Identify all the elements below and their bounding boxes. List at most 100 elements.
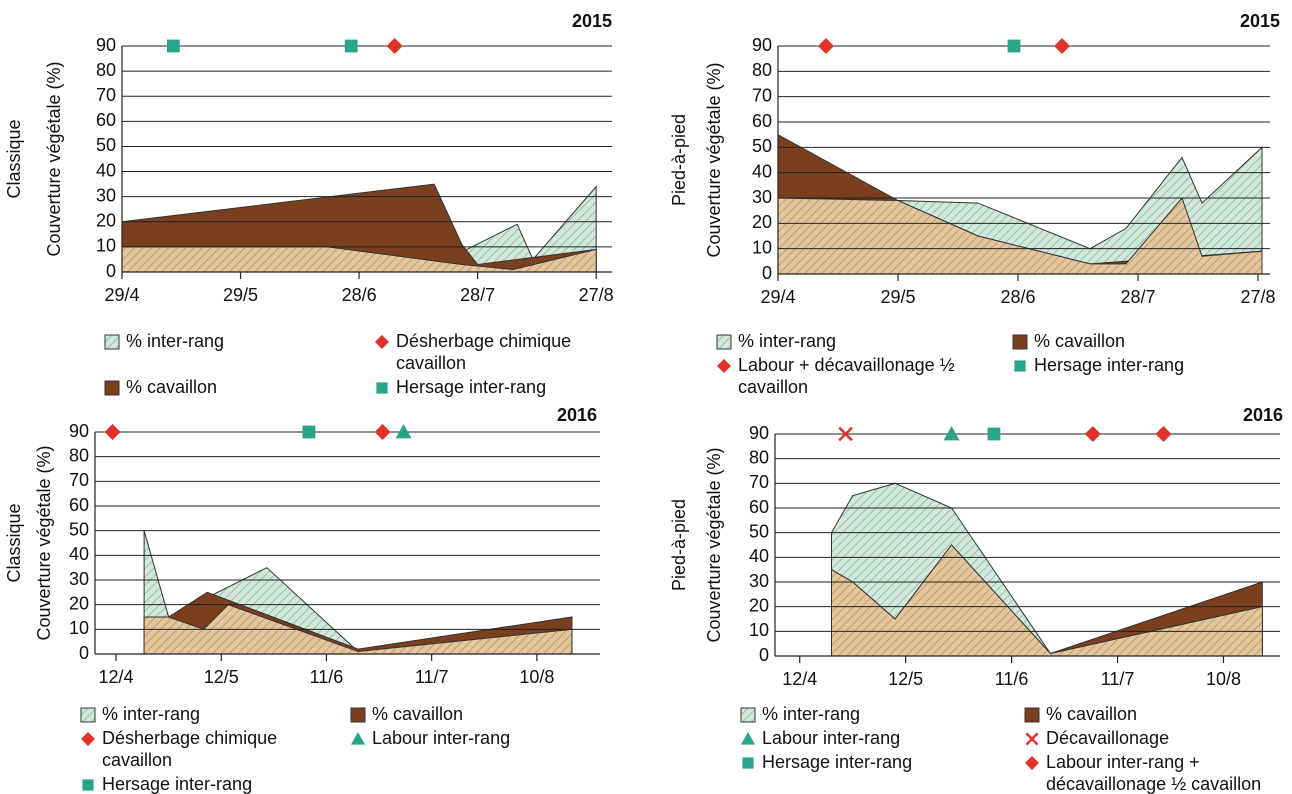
y-tick-label: 70 bbox=[96, 85, 116, 105]
legend-swatch bbox=[1012, 334, 1028, 350]
legend-item: % cavaillon bbox=[1012, 330, 1288, 352]
y-tick-label: 50 bbox=[749, 521, 769, 541]
event-marker bbox=[344, 39, 358, 53]
y-tick-label: 80 bbox=[752, 60, 772, 80]
legend-label: % cavaillon bbox=[1046, 704, 1138, 724]
legend-swatch bbox=[742, 757, 754, 769]
year-label: 2015 bbox=[572, 11, 612, 31]
y-axis-title: Couverture végétale (%) bbox=[704, 62, 724, 257]
y-tick-label: 0 bbox=[759, 645, 769, 665]
legend-swatch bbox=[1025, 756, 1039, 770]
legend-swatch bbox=[741, 732, 755, 745]
y-tick-label: 20 bbox=[96, 211, 116, 231]
x-tick-label: 27/8 bbox=[1240, 287, 1275, 307]
legend-swatch bbox=[1024, 707, 1040, 723]
year-label: 2016 bbox=[1243, 405, 1283, 425]
legend-item: % inter-rang bbox=[740, 703, 1004, 725]
y-tick-label: 80 bbox=[749, 447, 769, 467]
legend-item: % inter-rang bbox=[104, 330, 354, 374]
legend-swatch bbox=[1014, 360, 1026, 372]
legend-swatch bbox=[350, 707, 366, 723]
x-tick-label: 29/5 bbox=[223, 285, 258, 305]
marker-square bbox=[376, 382, 388, 394]
legend: % inter-rang % cavaillon Désherbage chimiq… bbox=[80, 703, 600, 794]
legend-item: % cavaillon bbox=[350, 703, 600, 725]
legend-item: % inter-rang bbox=[716, 330, 992, 352]
x-tick-label: 12/5 bbox=[204, 667, 239, 687]
event-marker bbox=[166, 39, 180, 53]
event-marker bbox=[386, 38, 403, 54]
y-tick-label: 90 bbox=[96, 35, 116, 55]
y-tick-label: 60 bbox=[749, 497, 769, 517]
marker-diamond bbox=[81, 732, 95, 746]
swatch bbox=[104, 334, 120, 350]
x-tick-label: 28/7 bbox=[460, 285, 495, 305]
y-tick-label: 30 bbox=[96, 185, 116, 205]
legend-label: Hersage inter-rang bbox=[396, 377, 547, 397]
swatch bbox=[1012, 334, 1028, 350]
area bbox=[777, 197, 1263, 275]
marker-diamond bbox=[375, 335, 389, 349]
y-tick-label: 10 bbox=[96, 236, 116, 256]
y-tick-label: 90 bbox=[69, 421, 89, 441]
swatch bbox=[104, 380, 120, 396]
y-tick-label: 0 bbox=[762, 263, 772, 283]
y-tick-label: 70 bbox=[749, 472, 769, 492]
legend-label: % inter-rang bbox=[738, 331, 837, 351]
legend-label: % inter-rang bbox=[762, 704, 861, 724]
row-label: Classique bbox=[4, 119, 24, 198]
x-tick-label: 12/4 bbox=[782, 669, 817, 689]
legend-swatch bbox=[80, 707, 96, 723]
marker-triangle bbox=[351, 732, 365, 745]
x-tick-label: 12/5 bbox=[888, 669, 923, 689]
x-tick-label: 29/4 bbox=[760, 287, 795, 307]
y-tick-label: 0 bbox=[106, 261, 116, 281]
y-tick-label: 10 bbox=[69, 618, 89, 638]
y-axis-title: Couverture végétale (%) bbox=[44, 61, 64, 256]
swatch bbox=[740, 707, 756, 723]
y-tick-label: 70 bbox=[752, 85, 772, 105]
x-tick-label: 11/6 bbox=[995, 669, 1029, 689]
x-tick-label: 11/7 bbox=[415, 667, 449, 687]
legend-label: % cavaillon bbox=[372, 704, 464, 724]
event-marker bbox=[987, 427, 1001, 441]
y-tick-label: 30 bbox=[69, 569, 89, 589]
legend-label: Hersage inter-rang bbox=[1034, 355, 1185, 375]
row-label: Pied-à-pied bbox=[669, 499, 689, 591]
y-tick-label: 90 bbox=[752, 35, 772, 55]
y-tick-label: 40 bbox=[69, 544, 89, 564]
legend-label: Hersage inter-rang bbox=[102, 774, 253, 794]
year-label: 2015 bbox=[1240, 11, 1280, 31]
legend-item: % cavaillon bbox=[1024, 703, 1288, 725]
y-tick-label: 40 bbox=[96, 160, 116, 180]
x-tick-label: 28/6 bbox=[342, 285, 377, 305]
event-marker bbox=[104, 424, 121, 440]
event-marker bbox=[1155, 426, 1172, 442]
legend-item: Hersage inter-rang bbox=[80, 773, 330, 794]
y-tick-label: 90 bbox=[749, 423, 769, 443]
swatch bbox=[80, 707, 96, 723]
event-marker bbox=[838, 426, 853, 442]
legend-swatch bbox=[82, 779, 94, 791]
legend-item: Désherbage chimique cavaillon bbox=[80, 727, 330, 771]
legend-swatch bbox=[351, 732, 365, 745]
x-tick-label: 10/8 bbox=[1206, 669, 1241, 689]
legend-item: Désherbage chimique cavaillon bbox=[374, 330, 624, 374]
event-marker bbox=[1007, 39, 1021, 53]
legend: % inter-rang % cavaillon Labour + décavail… bbox=[716, 330, 1288, 398]
legend-label: Décavaillonage bbox=[1046, 728, 1170, 748]
y-tick-label: 0 bbox=[79, 643, 89, 663]
y-tick-label: 60 bbox=[69, 495, 89, 515]
legend-item: Hersage inter-rang bbox=[374, 376, 624, 398]
legend-label: Labour inter-rang bbox=[762, 728, 901, 748]
marker-square bbox=[82, 779, 94, 791]
legend-label: Hersage inter-rang bbox=[762, 752, 913, 772]
y-tick-label: 10 bbox=[752, 237, 772, 257]
x-tick-label: 28/7 bbox=[1120, 287, 1155, 307]
legend-label: % inter-rang bbox=[102, 704, 201, 724]
x-tick-label: 11/7 bbox=[1101, 669, 1135, 689]
swatch bbox=[1024, 707, 1040, 723]
swatch bbox=[716, 334, 732, 350]
